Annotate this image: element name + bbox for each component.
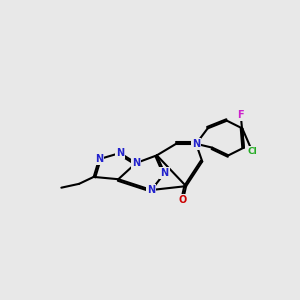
Text: N: N	[132, 158, 140, 168]
Text: N: N	[95, 154, 103, 164]
Text: N: N	[147, 185, 155, 195]
Text: F: F	[237, 110, 244, 120]
Text: N: N	[160, 168, 169, 178]
Text: O: O	[179, 195, 187, 205]
Text: N: N	[192, 139, 200, 149]
Text: Cl: Cl	[248, 147, 257, 156]
Text: N: N	[116, 148, 124, 158]
